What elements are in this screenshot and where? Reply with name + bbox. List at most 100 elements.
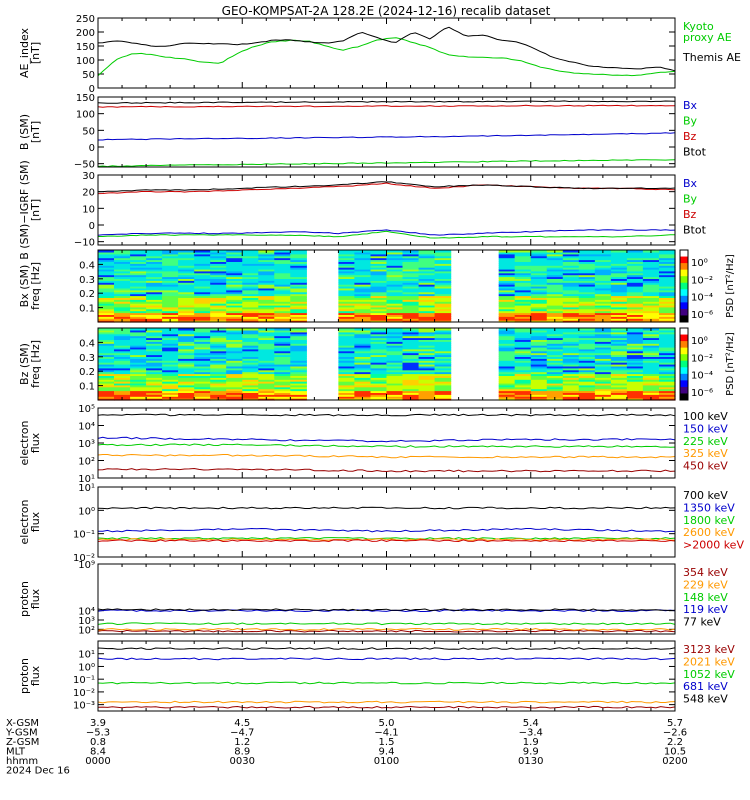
series-line bbox=[97, 681, 676, 685]
spectrogram-cell bbox=[178, 316, 195, 319]
spectrogram-cell bbox=[594, 379, 612, 382]
spectrogram-cell bbox=[546, 377, 564, 380]
data-gap bbox=[312, 328, 332, 400]
spectrogram-cell bbox=[194, 390, 211, 393]
spectrogram-cell bbox=[530, 398, 548, 401]
spectrogram-cell bbox=[610, 339, 628, 342]
spectrogram-cell bbox=[162, 276, 179, 279]
legend-label: 1052 keV bbox=[683, 668, 735, 681]
spectrogram-cell bbox=[386, 280, 404, 283]
spectrogram-cell bbox=[162, 356, 179, 359]
legend-label-line: Kyoto bbox=[683, 20, 714, 33]
spectrogram-cell bbox=[642, 316, 660, 319]
spectrogram-cell bbox=[594, 352, 612, 356]
spectrogram-cell bbox=[642, 251, 660, 255]
spectrogram-cell bbox=[562, 316, 580, 319]
spectrogram-cell bbox=[338, 286, 355, 289]
spectrogram-cell bbox=[370, 257, 388, 261]
spectrogram-cell bbox=[130, 352, 147, 356]
spectrogram-cell bbox=[626, 346, 644, 350]
spectrogram-cell bbox=[130, 339, 147, 342]
spectrogram-cell bbox=[546, 394, 564, 397]
spectrogram-cell bbox=[498, 253, 516, 257]
spectrogram-cell bbox=[530, 303, 548, 306]
spectrogram-cell bbox=[338, 337, 355, 340]
spectrogram-cell bbox=[594, 282, 612, 285]
spectrogram-cell bbox=[274, 343, 291, 346]
spectrogram-cell bbox=[659, 367, 676, 371]
spectrogram-cell bbox=[146, 263, 163, 266]
spectrogram-cell bbox=[386, 343, 404, 346]
spectrogram-cell bbox=[659, 362, 676, 365]
spectrogram-cell bbox=[370, 392, 388, 395]
spectrogram-cell bbox=[530, 250, 548, 253]
spectrogram-cell bbox=[578, 259, 596, 262]
spectrogram-cell bbox=[402, 306, 420, 310]
spectrogram-cell bbox=[386, 358, 404, 361]
spectrogram-cell bbox=[242, 295, 259, 298]
spectrogram-cell bbox=[642, 375, 660, 378]
spectrogram-cell bbox=[386, 284, 404, 287]
spectrogram-cell bbox=[194, 268, 211, 272]
spectrogram-cell bbox=[418, 377, 436, 380]
spectrogram-cell bbox=[610, 286, 628, 289]
spectrogram-cell bbox=[626, 369, 644, 373]
spectrogram-cell bbox=[162, 263, 179, 266]
spectrogram-cell bbox=[258, 365, 275, 369]
spectrogram-cell bbox=[242, 286, 259, 289]
spectrogram-cell bbox=[226, 299, 243, 302]
spectrogram-cell bbox=[130, 356, 147, 359]
spectrogram-cell bbox=[498, 384, 516, 388]
spectrogram-cell bbox=[130, 346, 147, 350]
y-tick-label: 0.3 bbox=[79, 353, 95, 364]
spectrogram-cell bbox=[178, 261, 195, 264]
series-line bbox=[97, 622, 676, 626]
spectrogram-cell bbox=[178, 293, 195, 297]
spectrogram-cell bbox=[226, 287, 243, 291]
spectrogram-cell bbox=[226, 339, 243, 342]
spectrogram-cell bbox=[578, 394, 596, 397]
spectrogram-cell bbox=[434, 377, 452, 380]
spectrogram-cell bbox=[274, 310, 291, 314]
spectrogram-cell bbox=[194, 362, 211, 365]
spectrogram-cell bbox=[290, 286, 307, 289]
spectrogram-cell bbox=[130, 329, 147, 333]
spectrogram-cell bbox=[594, 337, 612, 340]
spectrogram-cell bbox=[530, 388, 548, 392]
spectrogram-cell bbox=[162, 362, 179, 365]
spectrogram-cell bbox=[386, 348, 404, 352]
spectrogram-cell bbox=[146, 390, 163, 393]
spectrogram-cell bbox=[659, 265, 676, 268]
spectrogram-cell bbox=[274, 388, 291, 392]
spectrogram-cell bbox=[434, 308, 452, 312]
spectrogram-cell bbox=[194, 352, 211, 356]
spectrogram-cell bbox=[386, 293, 404, 297]
spectrogram-cell bbox=[418, 358, 436, 361]
spectrogram-cell bbox=[514, 301, 532, 304]
spectrogram-cell bbox=[530, 310, 548, 314]
spectrogram-cell bbox=[610, 388, 628, 392]
spectrogram-cell bbox=[418, 251, 436, 255]
spectrogram-cell bbox=[578, 265, 596, 268]
spectrogram-cell bbox=[274, 392, 291, 395]
spectrogram-cell bbox=[578, 398, 596, 401]
spectrogram-cell bbox=[370, 390, 388, 393]
spectrogram-cell bbox=[242, 375, 259, 378]
spectrogram-cell bbox=[434, 392, 452, 395]
spectrogram-cell bbox=[354, 274, 371, 278]
spectrogram-cell bbox=[498, 312, 516, 315]
spectrogram-cell bbox=[274, 329, 291, 333]
spectrogram-cell bbox=[114, 392, 131, 395]
spectrogram-cell bbox=[642, 304, 660, 308]
spectrogram-cell bbox=[114, 255, 131, 259]
spectrogram-cell bbox=[114, 356, 131, 359]
spectrogram-cell bbox=[659, 371, 676, 375]
colorbar-swatch bbox=[680, 393, 688, 401]
spectrogram-cell bbox=[546, 384, 564, 388]
spectrogram-cell bbox=[178, 373, 195, 376]
spectrogram-cell bbox=[98, 259, 115, 262]
spectrogram-cell bbox=[226, 331, 243, 335]
y-axis-label-line: flux bbox=[29, 511, 42, 532]
spectrogram-cell bbox=[338, 308, 355, 312]
spectrogram-cell bbox=[274, 341, 291, 344]
